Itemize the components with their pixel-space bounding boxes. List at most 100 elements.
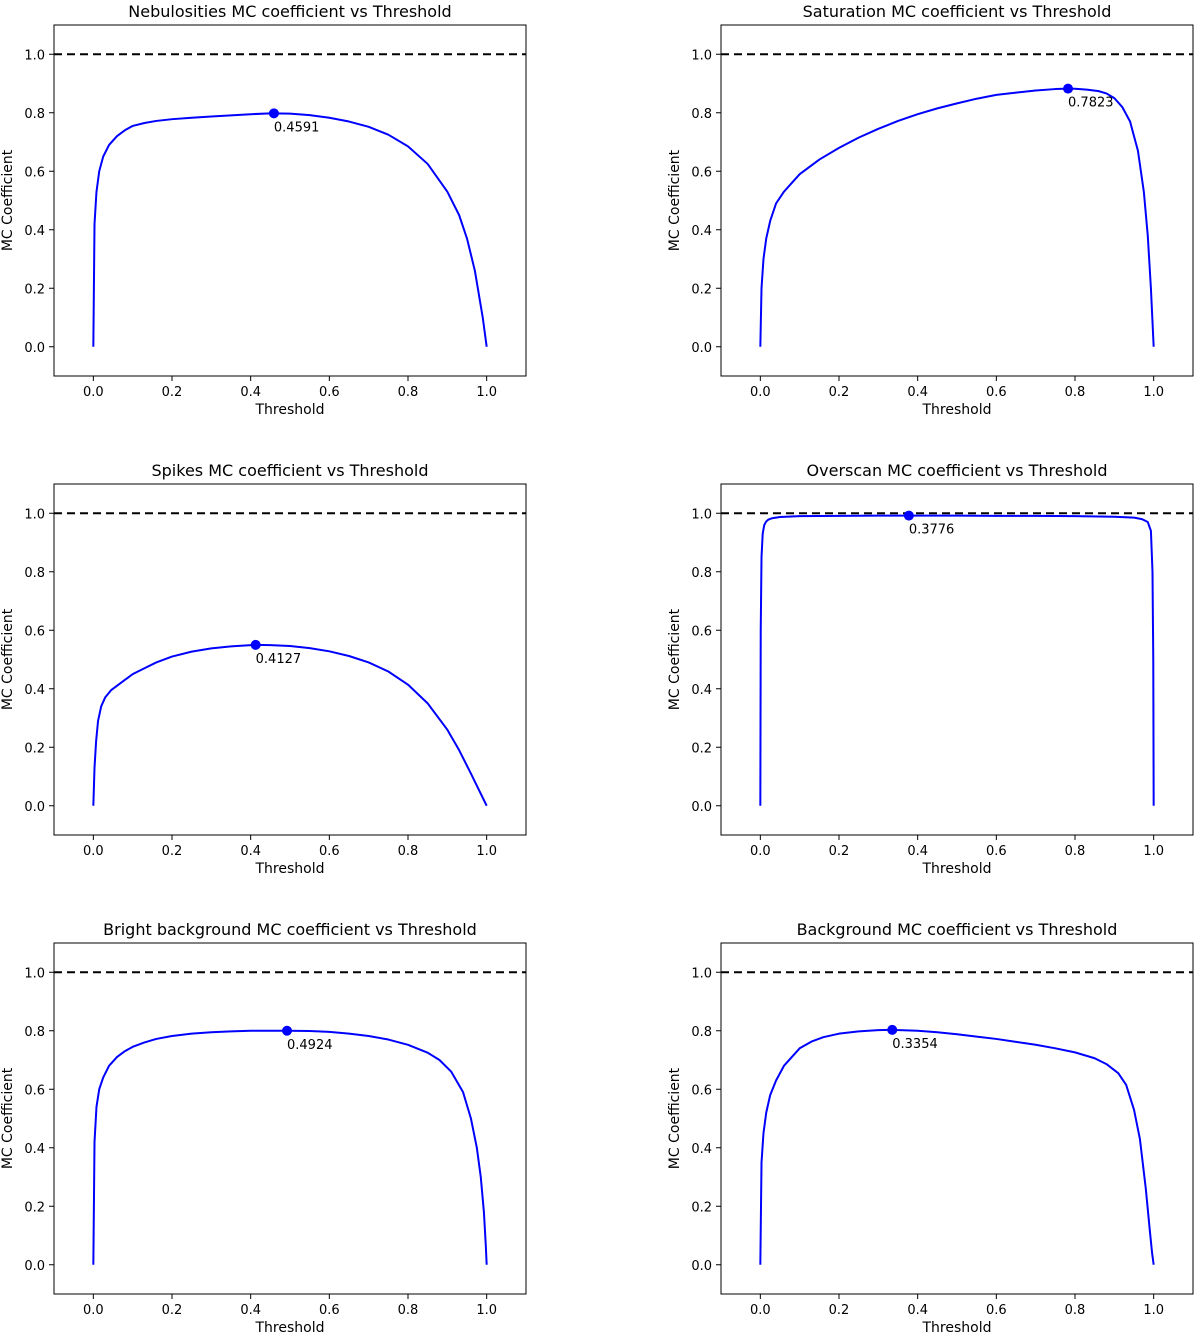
x-tick-label: 0.2 [829,844,850,859]
series-line-1 [92,112,488,347]
optimum-label: 0.4127 [256,652,301,667]
optimum-marker [268,108,279,119]
y-tick-label: 0.6 [691,624,712,639]
x-tick-label: 0.0 [750,1303,771,1318]
chart-panel-1: Nebulosities MC coefficient vs Threshold… [0,2,527,418]
series-line-1 [92,1029,488,1265]
y-tick-label: 0.8 [691,1025,712,1040]
x-tick-label: 0.6 [319,385,340,400]
x-tick-label: 0.8 [1065,385,1086,400]
y-tick-label: 0.8 [24,107,45,122]
x-axis-label: Threshold [255,1320,325,1336]
optimum-marker [250,639,261,650]
optimum-marker [887,1024,898,1035]
x-axis-label: Threshold [255,861,325,877]
x-tick-label: 0.2 [829,385,850,400]
y-tick-label: 0.2 [691,741,712,756]
plot-frame [720,24,1194,377]
y-tick-label: 1.0 [24,507,45,522]
x-tick-label: 0.6 [319,1303,340,1318]
x-tick-label: 0.6 [986,1303,1007,1318]
series-line-1 [759,87,1155,347]
x-tick-label: 0.2 [162,844,183,859]
chart-title: Saturation MC coefficient vs Threshold [803,2,1112,21]
y-axis-label: MC Coefficient [667,1067,683,1169]
y-axis-label: MC Coefficient [667,149,683,251]
x-tick-label: 1.0 [1143,385,1164,400]
optimum-label: 0.4924 [287,1038,333,1053]
y-tick-label: 1.0 [691,966,712,981]
x-axis-label: Threshold [922,402,992,418]
x-tick-label: 0.6 [986,844,1007,859]
x-tick-label: 0.8 [1065,1303,1086,1318]
y-tick-label: 0.4 [24,1142,45,1157]
chart-title: Nebulosities MC coefficient vs Threshold [128,2,451,21]
x-tick-label: 0.0 [83,385,104,400]
y-tick-label: 0.6 [691,1083,712,1098]
plot-frame [720,483,1194,836]
x-tick-label: 0.4 [907,1303,928,1318]
chart-title: Background MC coefficient vs Threshold [797,920,1118,939]
plot-frame [53,942,527,1295]
x-tick-label: 1.0 [1143,1303,1164,1318]
y-tick-label: 0.0 [24,341,45,356]
chart-title: Bright background MC coefficient vs Thre… [103,920,477,939]
y-tick-label: 0.0 [24,1259,45,1274]
chart-panel-5: Bright background MC coefficient vs Thre… [0,920,527,1336]
x-tick-label: 1.0 [1143,844,1164,859]
optimum-marker [282,1025,293,1036]
y-tick-label: 1.0 [691,48,712,63]
x-tick-label: 0.6 [319,844,340,859]
y-tick-label: 0.6 [24,1083,45,1098]
y-tick-label: 0.4 [24,683,45,698]
x-axis-label: Threshold [922,1320,992,1336]
y-tick-label: 0.6 [691,165,712,180]
y-tick-label: 0.6 [24,624,45,639]
x-tick-label: 0.4 [907,844,928,859]
y-tick-label: 0.2 [691,282,712,297]
chart-panel-4: Overscan MC coefficient vs Threshold 0.0 0… [667,461,1194,877]
y-tick-label: 0.4 [24,224,45,239]
x-tick-label: 0.4 [240,844,261,859]
series-line-1 [759,514,1155,806]
y-tick-label: 0.6 [24,165,45,180]
x-tick-label: 0.2 [162,385,183,400]
y-tick-label: 0.8 [691,566,712,581]
series-line-1 [759,1028,1155,1265]
optimum-label: 0.3776 [909,523,955,538]
x-tick-label: 0.0 [750,385,771,400]
y-tick-label: 0.4 [691,683,712,698]
optimum-label: 0.4591 [274,120,320,135]
y-tick-label: 0.2 [24,282,45,297]
chart-panel-3: Spikes MC coefficient vs Threshold 0.0 0.2… [0,461,527,877]
chart-title: Spikes MC coefficient vs Threshold [151,461,428,480]
y-tick-label: 0.0 [691,341,712,356]
y-tick-label: 0.2 [24,1200,45,1215]
y-axis-label: MC Coefficient [0,1067,16,1169]
y-axis-label: MC Coefficient [0,608,16,710]
x-tick-label: 0.0 [750,844,771,859]
chart-title: Overscan MC coefficient vs Threshold [807,461,1108,480]
x-tick-label: 0.8 [1065,844,1086,859]
chart-panel-6: Background MC coefficient vs Threshold 0.… [667,920,1194,1336]
x-axis-label: Threshold [922,861,992,877]
x-tick-label: 0.2 [162,1303,183,1318]
y-tick-label: 1.0 [691,507,712,522]
x-tick-label: 1.0 [476,385,497,400]
x-tick-label: 0.8 [398,385,419,400]
y-tick-label: 0.0 [691,1259,712,1274]
y-axis-label: MC Coefficient [667,608,683,710]
y-tick-label: 1.0 [24,966,45,981]
x-tick-label: 1.0 [476,844,497,859]
series-line-1 [92,643,488,807]
y-tick-label: 1.0 [24,48,45,63]
optimum-marker [1063,83,1074,94]
chart-panel-2: Saturation MC coefficient vs Threshold 0.… [667,2,1194,418]
plot-frame [53,483,527,836]
x-tick-label: 0.2 [829,1303,850,1318]
y-tick-label: 0.0 [691,800,712,815]
y-tick-label: 0.0 [24,800,45,815]
plot-frame [53,24,527,377]
x-tick-label: 1.0 [476,1303,497,1318]
y-axis-label: MC Coefficient [0,149,16,251]
